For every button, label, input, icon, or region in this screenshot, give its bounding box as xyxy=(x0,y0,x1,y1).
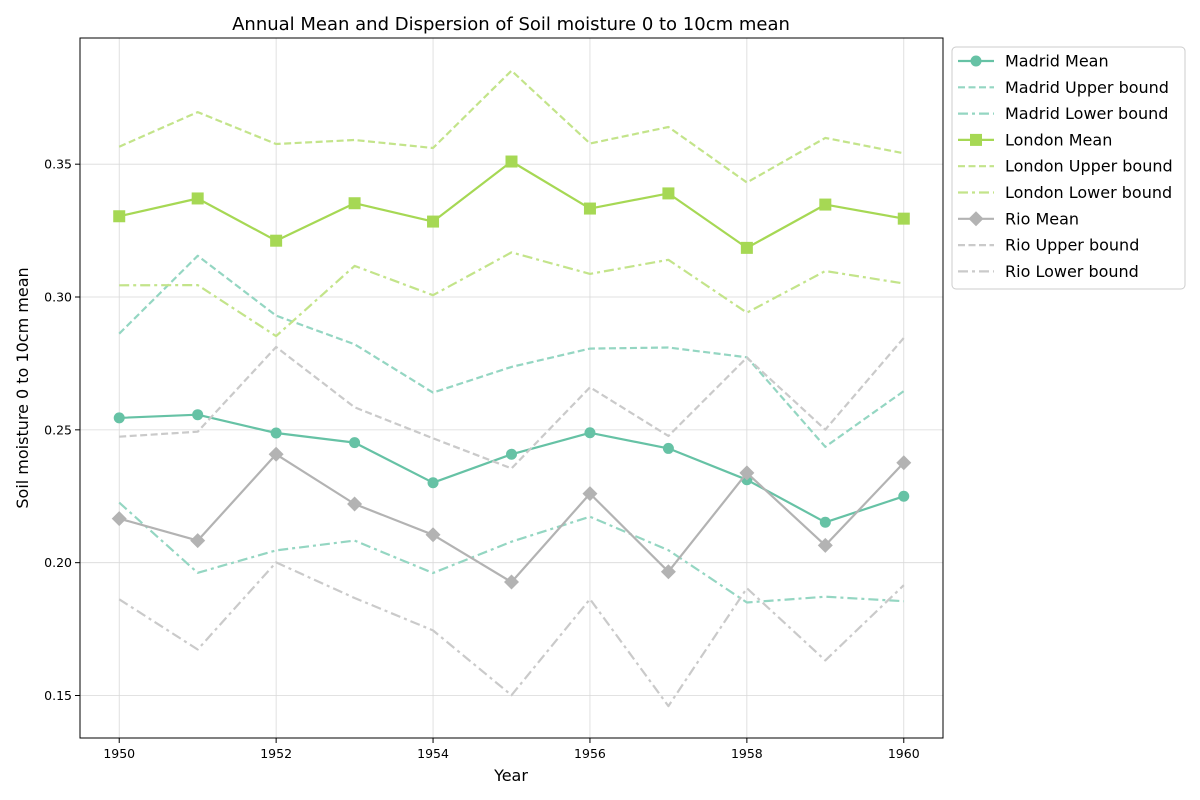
madrid-mean-point xyxy=(898,490,910,502)
madrid-mean-line xyxy=(119,413,905,524)
legend-marker xyxy=(970,133,982,146)
x-tick-label: 1956 xyxy=(574,746,606,761)
legend-item-rio-upper-bound: Rio Upper bound xyxy=(1005,236,1139,255)
x-tick-label: 1958 xyxy=(731,746,763,761)
legend-item-london-mean: London Mean xyxy=(1005,130,1112,149)
london-lower-bound-series xyxy=(119,251,904,338)
rio-upper-bound-line xyxy=(119,337,905,470)
london-mean-point xyxy=(740,241,753,254)
legend-item-london-upper-bound: London Upper bound xyxy=(1005,157,1173,176)
london-mean-point xyxy=(662,187,675,200)
london-mean-point xyxy=(113,210,126,223)
rio-lower-bound-line xyxy=(118,561,905,708)
legend-item-london-lower-bound: London Lower bound xyxy=(1005,183,1172,202)
rio-mean-point xyxy=(817,537,833,553)
rio-mean-point xyxy=(347,496,363,512)
madrid-mean-point xyxy=(427,477,439,489)
london-mean-line xyxy=(118,160,904,249)
madrid-mean-point xyxy=(819,516,831,528)
rio-mean-point xyxy=(739,465,755,481)
london-mean-point xyxy=(427,215,440,228)
rio-lower-bound-series xyxy=(118,561,905,708)
london-upper-bound-line xyxy=(118,69,905,184)
madrid-mean-point xyxy=(192,409,204,421)
madrid-mean-point xyxy=(113,412,125,424)
legend-item-rio-mean: Rio Mean xyxy=(1005,209,1079,228)
london-mean-point xyxy=(191,192,204,205)
rio-mean-point xyxy=(582,486,598,502)
rio-upper-bound-series xyxy=(119,337,905,470)
london-upper-bound-series xyxy=(118,69,905,184)
legend-marker xyxy=(970,55,982,67)
y-tick-label: 0.20 xyxy=(44,555,72,570)
plot-frame xyxy=(79,37,944,739)
legend-item-rio-lower-bound: Rio Lower bound xyxy=(1005,262,1139,281)
london-mean-point xyxy=(583,202,596,215)
legend: Madrid Mean Madrid Upper bound Madrid Lowe… xyxy=(951,46,1186,290)
y-tick-label: 0.30 xyxy=(44,290,72,305)
legend-item-madrid-upper-bound: Madrid Upper bound xyxy=(1005,78,1169,97)
x-tick-label: 1960 xyxy=(888,746,920,761)
rio-mean-point xyxy=(111,511,127,527)
london-lower-bound-line xyxy=(119,251,904,338)
london-mean-point xyxy=(897,212,910,225)
london-mean-point xyxy=(348,197,361,210)
x-tick-label: 1952 xyxy=(260,746,292,761)
london-mean-series xyxy=(113,155,910,254)
legend-box xyxy=(951,46,1186,290)
legend-marker xyxy=(968,211,984,227)
london-mean-point xyxy=(819,198,832,211)
legend-item-madrid-mean: Madrid Mean xyxy=(1005,52,1109,71)
rio-mean-point xyxy=(504,574,519,590)
x-axis-label: Year xyxy=(493,766,528,785)
y-axis: 0.15 0.20 0.25 0.30 0.35 xyxy=(44,157,80,703)
y-axis-label: Soil moisture 0 to 10cm mean xyxy=(13,267,32,508)
chart-title: Annual Mean and Dispersion of Soil moist… xyxy=(232,14,790,35)
grid-lines xyxy=(80,38,943,738)
madrid-lower-bound-line xyxy=(118,501,904,604)
x-tick-label: 1954 xyxy=(417,746,449,761)
y-tick-label: 0.15 xyxy=(44,688,72,703)
london-mean-point xyxy=(270,234,283,247)
x-axis: 1950 1952 1954 1956 1958 1960 xyxy=(103,738,920,761)
madrid-mean-point xyxy=(584,427,596,439)
rio-mean-point xyxy=(190,533,206,549)
madrid-mean-point xyxy=(506,448,517,460)
madrid-mean-point xyxy=(662,442,674,454)
x-tick-label: 1950 xyxy=(103,746,135,761)
y-tick-label: 0.25 xyxy=(44,422,72,437)
legend-item-madrid-lower-bound: Madrid Lower bound xyxy=(1005,104,1168,123)
series-lines xyxy=(111,69,912,708)
y-tick-label: 0.35 xyxy=(44,157,72,172)
madrid-lower-bound-series xyxy=(118,501,904,604)
madrid-mean-point xyxy=(270,427,282,439)
madrid-mean-point xyxy=(349,437,361,449)
rio-mean-point xyxy=(425,527,441,543)
rio-mean-point xyxy=(896,455,912,471)
london-mean-point xyxy=(505,155,518,168)
rio-mean-series xyxy=(111,446,912,590)
rio-mean-point xyxy=(660,564,676,580)
madrid-upper-bound-series xyxy=(118,254,905,448)
madrid-upper-bound-line xyxy=(118,254,905,448)
madrid-mean-series xyxy=(113,409,910,528)
rio-mean-point xyxy=(268,446,284,462)
